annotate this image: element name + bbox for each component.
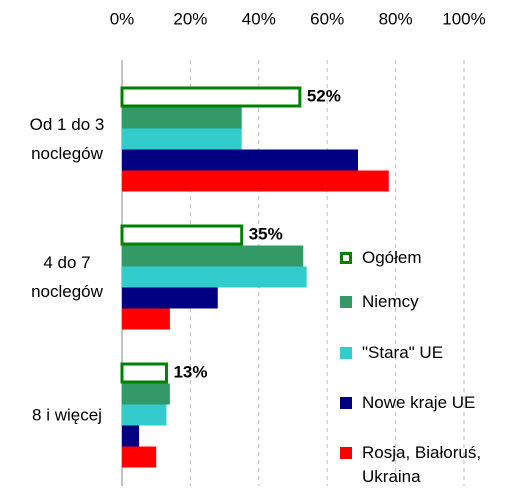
legend-label: Niemcy [362,292,419,311]
bar [122,287,218,309]
bar [122,128,242,150]
bar [122,107,242,129]
bar [122,383,170,405]
bar [122,446,157,468]
data-label: 52% [307,86,341,105]
data-label: 35% [249,224,283,243]
legend-label: Nowe kraje UE [362,393,476,412]
bar [122,170,389,192]
legend-label: Rosja, Białoruś, Ukraina [362,443,482,486]
bar [122,149,358,171]
x-tick-label: 80% [379,9,413,28]
bar [122,425,140,447]
bar [120,86,302,108]
category-label: 4 do 7 noclegów [31,253,103,301]
category-label: Od 1 do 3 noclegów [29,115,105,163]
legend-label: Ogółem [362,248,422,267]
legend-swatch [340,397,352,409]
legend-swatch [340,447,352,459]
data-label: 13% [173,362,207,381]
x-tick-label: 0% [110,9,135,28]
legend-swatch [340,347,352,359]
bar [122,308,170,330]
x-tick-label: 20% [173,9,207,28]
bar [120,224,244,246]
bar [120,362,168,384]
legend-label: "Stara" UE [362,343,444,362]
category-label: 8 i więcej [32,405,102,425]
x-tick-label: 60% [310,9,344,28]
legend-swatch [340,252,352,264]
x-tick-label: 100% [442,9,485,28]
bar [122,245,304,267]
bar [122,266,307,288]
bar [122,404,167,426]
legend-swatch [340,296,352,308]
x-tick-label: 40% [242,9,276,28]
